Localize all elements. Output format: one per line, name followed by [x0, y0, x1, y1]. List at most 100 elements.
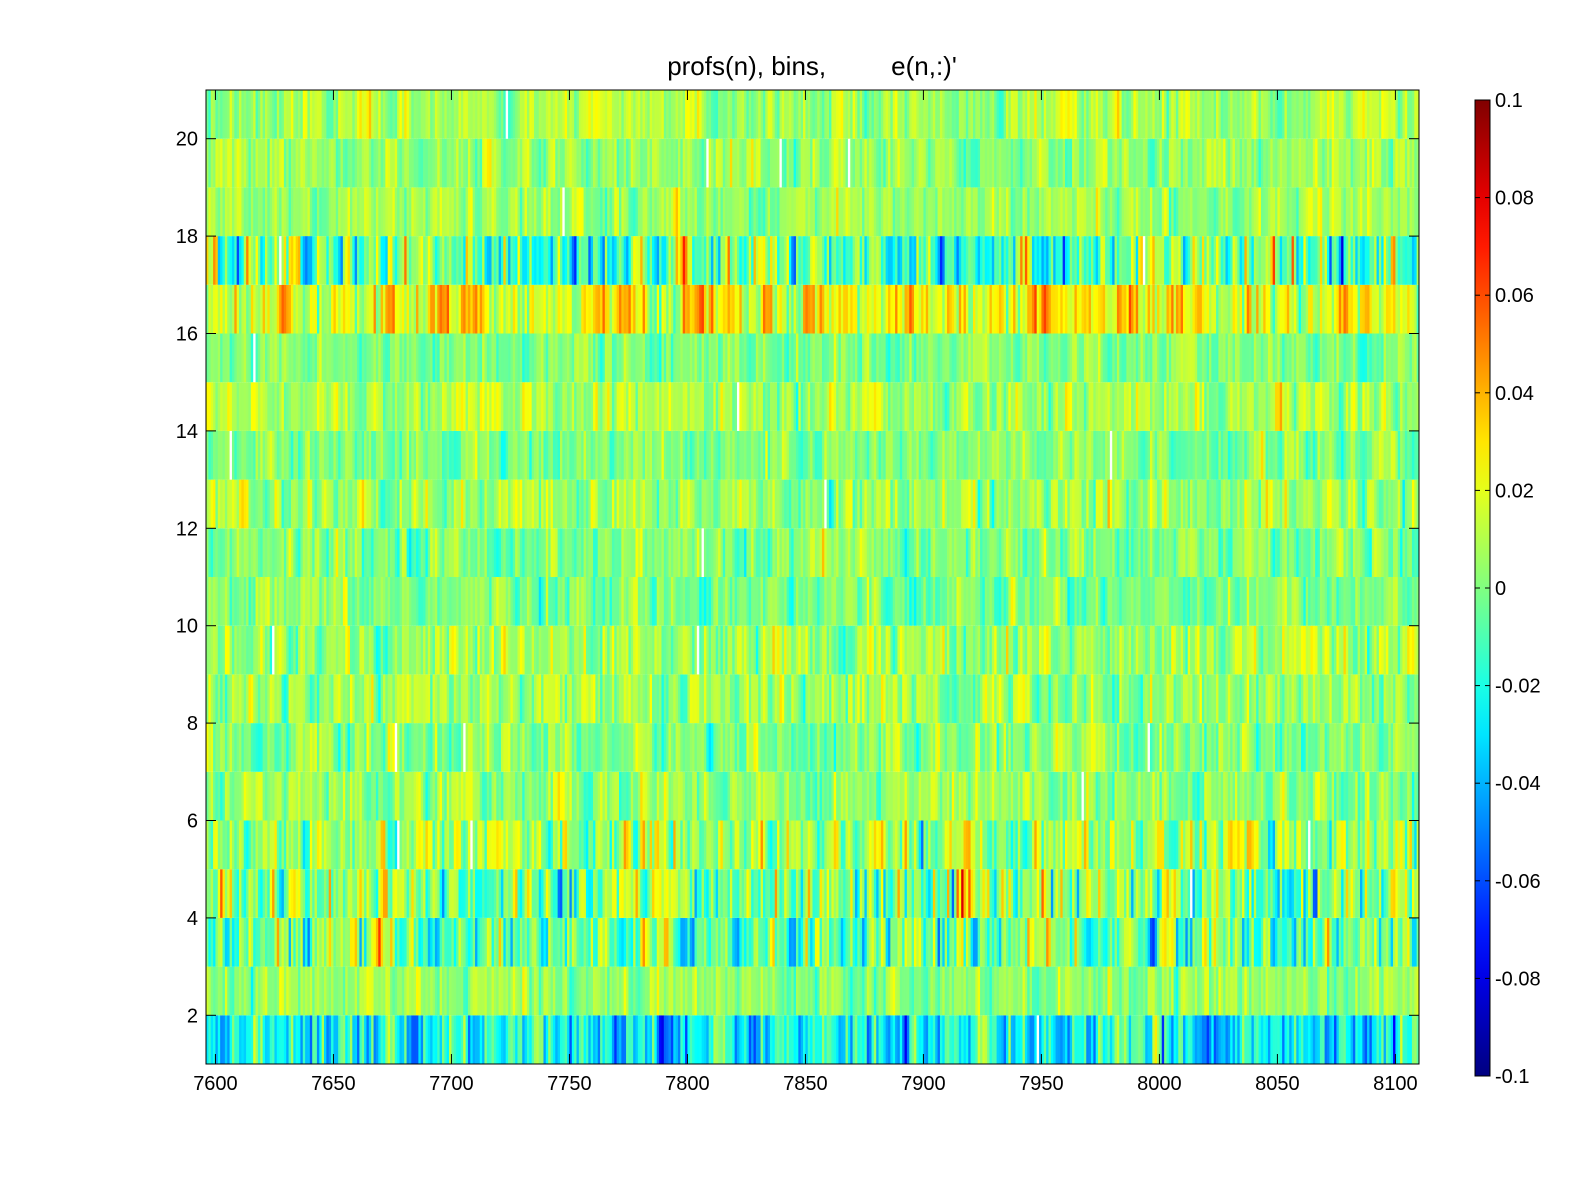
heatmap-cell	[559, 869, 563, 918]
heatmap-cell	[1039, 869, 1042, 918]
heatmap-cell	[1272, 820, 1276, 870]
heatmap-cell	[1180, 820, 1184, 870]
heatmap-cell	[385, 771, 389, 821]
heatmap-cell	[456, 1015, 459, 1064]
heatmap-cell	[1258, 625, 1262, 675]
heatmap-cell	[694, 869, 698, 918]
heatmap-cell	[545, 820, 549, 870]
heatmap-cell	[1192, 869, 1196, 918]
heatmap-cell	[206, 674, 209, 724]
heatmap-cell	[895, 674, 898, 724]
heatmap-cell	[571, 820, 575, 870]
heatmap-cell	[1256, 869, 1259, 918]
heatmap-cell	[1310, 771, 1314, 821]
heatmap-cell	[524, 1015, 528, 1064]
heatmap-cell	[1124, 674, 1127, 724]
heatmap-cell	[286, 771, 289, 821]
heatmap-cell	[838, 577, 842, 626]
heatmap-cell	[420, 577, 424, 626]
heatmap-cell	[517, 917, 521, 967]
heatmap-cell	[1100, 625, 1104, 675]
heatmap-cell	[534, 723, 537, 772]
heatmap-cell	[1308, 674, 1311, 724]
heatmap-cell	[394, 625, 398, 675]
heatmap-cell	[670, 771, 674, 821]
heatmap-cell	[486, 577, 490, 626]
heatmap-cell	[611, 723, 615, 772]
heatmap-cell	[644, 723, 648, 772]
heatmap-cell	[916, 771, 920, 821]
heatmap-cell	[1105, 966, 1108, 1016]
heatmap-cell	[654, 917, 658, 967]
heatmap-cell	[1284, 869, 1288, 918]
heatmap-cell	[996, 917, 1000, 967]
heatmap-cell	[427, 966, 431, 1016]
heatmap-cell	[1404, 820, 1408, 870]
heatmap-cell	[928, 869, 931, 918]
heatmap-cell	[1112, 966, 1115, 1016]
heatmap-cell	[1128, 820, 1132, 870]
heatmap-cell	[347, 625, 351, 675]
heatmap-cell	[288, 869, 292, 918]
heatmap-cell	[1173, 966, 1177, 1016]
heatmap-cell	[930, 674, 934, 724]
heatmap-cell	[470, 771, 474, 821]
heatmap-cell	[1338, 723, 1342, 772]
heatmap-cell	[1289, 820, 1292, 870]
heatmap-cell	[1168, 1015, 1172, 1064]
heatmap-cell	[642, 869, 646, 918]
heatmap-cell	[892, 917, 896, 967]
heatmap-cell	[541, 820, 544, 870]
heatmap-cell	[928, 1015, 931, 1064]
heatmap-cell	[505, 771, 509, 821]
heatmap-cell	[418, 1015, 422, 1064]
heatmap-cell	[302, 674, 306, 724]
chart-title: profs(n), bins, e(n,:)'	[667, 51, 957, 81]
heatmap-cell	[239, 674, 242, 724]
heatmap-cell	[519, 625, 523, 675]
heatmap-cell	[555, 820, 558, 870]
heatmap-cell	[324, 869, 327, 918]
heatmap-cell	[961, 723, 964, 772]
heatmap-cell	[1114, 917, 1118, 967]
heatmap-cell	[1124, 1015, 1127, 1064]
heatmap-cell	[1416, 625, 1420, 675]
heatmap-cell	[583, 577, 587, 626]
heatmap-cell	[970, 869, 974, 918]
heatmap-cell	[401, 723, 405, 772]
heatmap-cell	[272, 674, 275, 724]
heatmap-cell	[859, 577, 863, 626]
heatmap-cell	[236, 820, 240, 870]
heatmap-cell	[1390, 674, 1394, 724]
heatmap-cell	[1192, 674, 1196, 724]
heatmap-cell	[885, 820, 889, 870]
heatmap-cell	[795, 1015, 799, 1064]
heatmap-cell	[456, 917, 459, 967]
heatmap-cell	[1100, 820, 1104, 870]
heatmap-cell	[609, 820, 613, 870]
heatmap-cell	[626, 771, 629, 821]
heatmap-cell	[925, 917, 929, 967]
heatmap-cell	[545, 674, 549, 724]
heatmap-cell	[208, 577, 212, 626]
heatmap-cell	[833, 674, 837, 724]
heatmap-cell	[880, 917, 884, 967]
heatmap-cell	[1003, 674, 1007, 724]
heatmap-cell	[1324, 771, 1328, 821]
heatmap-cell	[352, 1015, 356, 1064]
heatmap-cell	[944, 1015, 948, 1064]
heatmap-cell	[791, 820, 794, 870]
heatmap-cell	[276, 966, 280, 1016]
heatmap-cell	[267, 771, 271, 821]
heatmap-cell	[937, 771, 941, 821]
heatmap-cell	[345, 674, 348, 724]
heatmap-cell	[729, 966, 733, 1016]
heatmap-cell	[1360, 966, 1363, 1016]
heatmap-cell	[375, 723, 379, 772]
heatmap-cell	[534, 966, 537, 1016]
heatmap-cell	[1331, 917, 1335, 967]
heatmap-cell	[1006, 1015, 1009, 1064]
heatmap-cell	[272, 723, 275, 772]
heatmap-cell	[274, 966, 278, 1016]
heatmap-cell	[349, 869, 353, 918]
